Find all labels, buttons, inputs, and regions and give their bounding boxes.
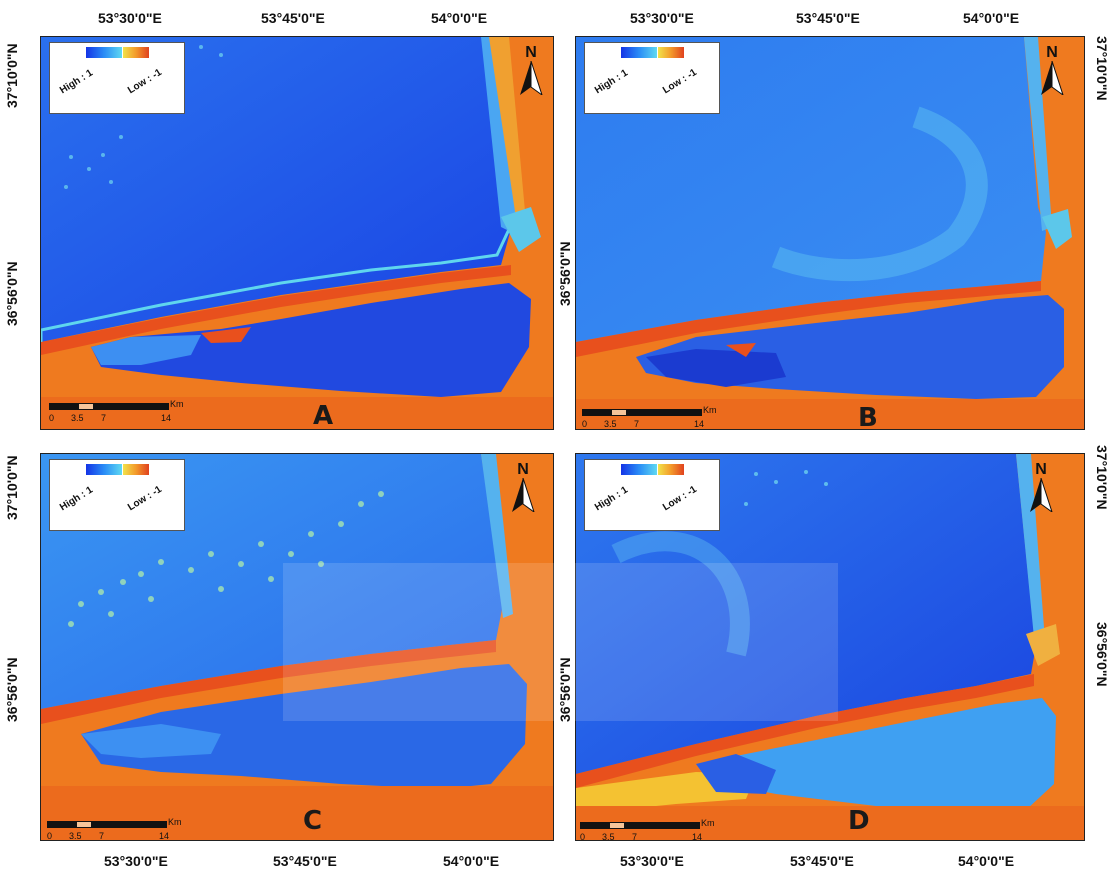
legend-high-label: High : 1 — [58, 67, 95, 97]
scale-bar: 0 3.5 7 14 Km — [47, 817, 197, 841]
left-lat-label: 37°10'0"N — [4, 43, 20, 108]
legend-low-label: Low : -1 — [126, 66, 164, 97]
left-lat-label: 36°56'0"N — [4, 657, 20, 722]
legend-low-label: Low : -1 — [661, 66, 699, 97]
panel-label-c: C — [303, 806, 323, 836]
left-lat-label: 36°56'0"N — [4, 261, 20, 326]
north-label: N — [1046, 44, 1058, 61]
scale-tick-3.5: 3.5 — [604, 419, 617, 429]
legend-ramp-cool — [86, 47, 122, 58]
panel-label-b: B — [858, 403, 878, 430]
map-panel-b: High : 1 Low : -1 N 0 3.5 7 14 Km B — [575, 36, 1085, 430]
legend: High : 1 Low : -1 — [584, 42, 720, 114]
legend-high-label: High : 1 — [593, 484, 630, 514]
right-lat-label: 37°10'0"N — [1094, 445, 1110, 510]
legend: High : 1 Low : -1 — [49, 459, 185, 531]
watermark-overlay — [283, 563, 838, 721]
scale-tick-0: 0 — [47, 831, 53, 841]
legend-ramp-cool — [621, 47, 657, 58]
bottom-lon-label: 54°0'0"E — [958, 853, 1015, 869]
mid-lat-label: 36°56'0"N — [557, 241, 573, 306]
north-label: N — [1035, 461, 1047, 478]
legend-ramp-warm — [658, 464, 684, 475]
top-lon-label: 54°0'0"E — [431, 10, 488, 26]
legend-ramp-warm — [123, 464, 149, 475]
panel-label-a: A — [313, 401, 334, 430]
scale-bar: 0 3.5 7 14 Km — [582, 405, 732, 429]
scale-unit: Km — [170, 399, 184, 409]
scale-tick-3.5: 3.5 — [69, 831, 82, 841]
scale-tick-7: 7 — [632, 832, 638, 841]
legend-ramp-cool — [86, 464, 122, 475]
scale-tick-0: 0 — [49, 413, 55, 423]
scale-tick-7: 7 — [99, 831, 105, 841]
scale-unit: Km — [701, 818, 715, 828]
panel-label-d: D — [848, 806, 870, 836]
scale-tick-0: 0 — [580, 832, 586, 841]
top-lon-label: 53°45'0"E — [796, 10, 860, 26]
scale-tick-7: 7 — [101, 413, 107, 423]
north-label: N — [525, 44, 537, 61]
bottom-lon-label: 53°45'0"E — [273, 853, 337, 869]
scale-tick-14: 14 — [159, 831, 170, 841]
scale-bar: 0 3.5 7 14 Km — [580, 818, 730, 841]
scale-tick-14: 14 — [161, 413, 172, 423]
legend-high-label: High : 1 — [58, 484, 95, 514]
scale-tick-3.5: 3.5 — [71, 413, 84, 423]
north-arrow: N — [510, 462, 536, 512]
legend-high-label: High : 1 — [593, 67, 630, 97]
legend: High : 1 Low : -1 — [584, 459, 720, 531]
legend-low-label: Low : -1 — [661, 483, 699, 514]
bottom-lon-label: 53°30'0"E — [104, 853, 168, 869]
map-panel-a: High : 1 Low : -1 N 0 3.5 7 14 Km A — [40, 36, 554, 430]
legend-low-label: Low : -1 — [126, 483, 164, 514]
scale-tick-14: 14 — [694, 419, 705, 429]
scale-unit: Km — [703, 405, 717, 415]
scale-tick-0: 0 — [582, 419, 588, 429]
north-arrow-icon — [1041, 61, 1064, 95]
right-lat-label: 37°10'0"N — [1094, 36, 1110, 101]
map-panel-d: High : 1 Low : -1 N 0 3.5 7 14 Km D — [575, 453, 1085, 841]
north-arrow: N — [1039, 45, 1065, 95]
north-arrow-icon — [1030, 478, 1053, 512]
top-lon-label: 54°0'0"E — [963, 10, 1020, 26]
mid-lat-label: 36°56'0"N — [557, 657, 573, 722]
legend-ramp-cool — [621, 464, 657, 475]
map-panel-c: High : 1 Low : -1 N 0 3.5 7 14 Km C — [40, 453, 554, 841]
right-lat-label: 36°56'0"N — [1094, 622, 1110, 687]
bottom-lon-label: 54°0'0"E — [443, 853, 500, 869]
north-arrow-icon — [520, 61, 543, 95]
bottom-lon-label: 53°45'0"E — [790, 853, 854, 869]
scale-unit: Km — [168, 817, 182, 827]
scale-tick-3.5: 3.5 — [602, 832, 615, 841]
legend: High : 1 Low : -1 — [49, 42, 185, 114]
top-lon-label: 53°30'0"E — [98, 10, 162, 26]
legend-ramp-warm — [123, 47, 149, 58]
scale-tick-14: 14 — [692, 832, 703, 841]
ndwi-map-a — [41, 37, 553, 429]
north-label: N — [517, 461, 529, 478]
north-arrow-icon — [512, 478, 535, 512]
top-lon-label: 53°45'0"E — [261, 10, 325, 26]
bottom-lon-label: 53°30'0"E — [620, 853, 684, 869]
north-arrow: N — [1028, 462, 1054, 512]
north-arrow: N — [518, 45, 544, 95]
legend-ramp-warm — [658, 47, 684, 58]
top-lon-label: 53°30'0"E — [630, 10, 694, 26]
left-lat-label: 37°10'0"N — [4, 455, 20, 520]
ndwi-map-d — [576, 454, 1084, 840]
scale-tick-7: 7 — [634, 419, 640, 429]
scale-bar: 0 3.5 7 14 Km — [49, 399, 199, 429]
